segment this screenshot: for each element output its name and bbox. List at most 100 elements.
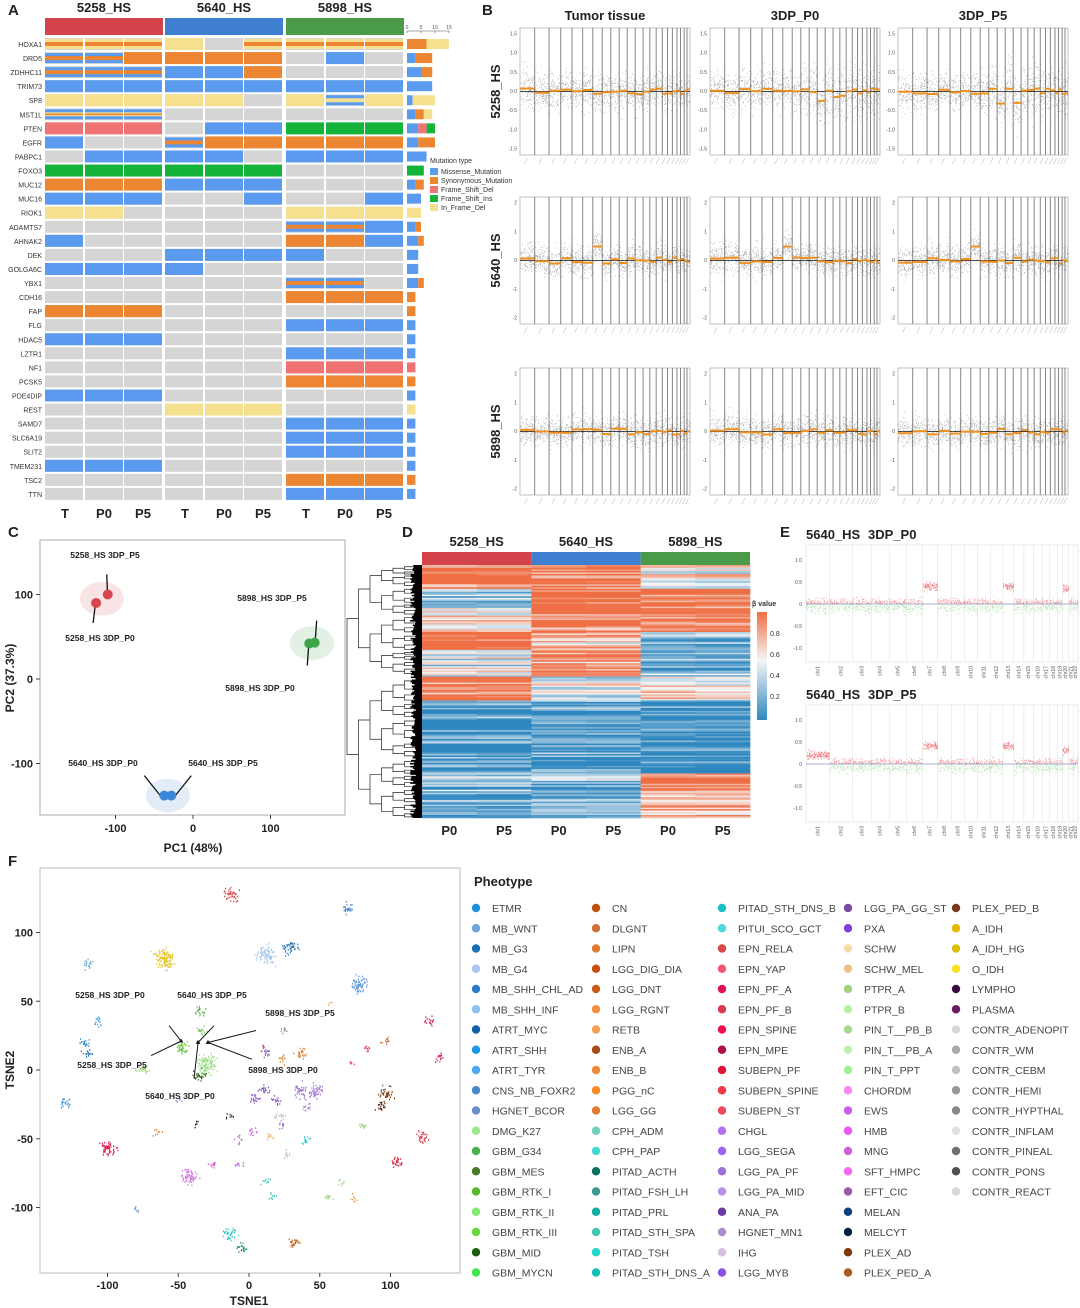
heatmap-cell <box>476 597 532 600</box>
heatmap-cell <box>695 626 751 628</box>
chromosome-tick-label <box>753 497 757 505</box>
heatmap-cell <box>640 713 696 716</box>
cn-plot: 210-1-2 <box>513 367 691 505</box>
heatmap-cell <box>586 611 641 613</box>
point-label: 5258_HS 3DP_P5 <box>70 550 140 560</box>
heatmap-cell <box>422 701 477 704</box>
heatmap-cell <box>422 661 477 664</box>
mutation-mark <box>85 164 123 177</box>
heatmap-cell <box>695 667 751 670</box>
mutation-mark <box>326 291 364 304</box>
heatmap-cell <box>695 759 751 762</box>
mutation-cell <box>205 206 243 219</box>
heatmap-cell <box>531 621 587 624</box>
heatmap-cell <box>695 609 751 612</box>
legend-swatch <box>717 903 727 913</box>
tsne-cluster <box>301 1136 311 1145</box>
heatmap-cell <box>476 698 532 701</box>
heatmap-cell <box>695 734 751 737</box>
heatmap-cell <box>531 803 587 805</box>
heatmap-cell <box>695 806 751 808</box>
heatmap-cell <box>695 642 751 645</box>
heatmap-cell <box>476 584 532 587</box>
mutation-count-bar <box>423 109 433 120</box>
mutation-cell <box>165 417 203 430</box>
chromosome-label: chr18 <box>1051 826 1057 839</box>
heatmap-cell <box>695 810 751 813</box>
heatmap-cell <box>586 719 641 722</box>
mutation-cell <box>124 487 162 500</box>
mutation-mark <box>165 140 203 145</box>
group-color-bar <box>45 18 163 35</box>
heatmap-cell <box>586 703 641 706</box>
mutation-mark <box>165 164 203 177</box>
heatmap-cell <box>586 567 641 570</box>
heatmap-cell <box>476 570 532 573</box>
chromosome-tick-label <box>972 157 976 165</box>
heatmap-cell <box>586 710 641 713</box>
heatmap-cell <box>586 791 641 793</box>
heatmap-cell <box>695 660 751 663</box>
chromosome-tick-label <box>611 497 616 505</box>
heatmap-cell <box>586 572 641 575</box>
heatmap-cell <box>640 725 696 728</box>
heatmap-cell <box>640 700 696 703</box>
tsne-cluster <box>274 1113 286 1122</box>
heatmap-cell <box>640 701 696 704</box>
heatmap-cell <box>422 664 477 667</box>
heatmap-cell <box>640 661 696 664</box>
heatmap-cell <box>640 794 696 796</box>
heatmap-cell <box>695 682 751 685</box>
y-tick-label: -1.0 <box>793 646 802 652</box>
heatmap-cell <box>422 585 477 588</box>
y-tick-label: 0 <box>704 429 707 435</box>
legend-label: EFT_CIC <box>864 1187 908 1199</box>
heatmap-cell <box>531 798 587 801</box>
legend-label: SCHW <box>864 944 896 956</box>
legend-label: Missense_Mutation <box>441 169 501 176</box>
heatmap-cell <box>531 734 587 737</box>
heatmap-cell <box>640 739 696 741</box>
heatmap-cell <box>531 596 587 599</box>
legend-label: CONTR_ADENOPIT <box>972 1025 1069 1037</box>
mutation-count-bar <box>407 432 416 443</box>
legend-swatch <box>717 984 727 994</box>
chromosome-label: chr7 <box>928 666 934 676</box>
heatmap-cell <box>586 626 641 628</box>
legend-swatch <box>951 984 961 994</box>
heatmap-cell <box>695 661 751 664</box>
heatmap-cell <box>695 673 751 676</box>
mutation-cell <box>326 164 364 177</box>
mutation-mark <box>365 361 403 374</box>
heatmap-cell <box>586 646 641 649</box>
heatmap-cell <box>531 691 587 694</box>
heatmap-cell <box>695 756 751 759</box>
mutation-mark <box>124 80 162 93</box>
segment-line <box>710 428 880 436</box>
color-scale-tick: 0.2 <box>770 694 780 701</box>
heatmap-cell <box>422 631 477 634</box>
mutation-mark <box>45 164 83 177</box>
gain-points <box>806 740 1079 765</box>
heatmap-cell <box>476 712 532 715</box>
heatmap-cell <box>422 716 477 719</box>
heatmap-cell <box>695 768 751 771</box>
legend-label: PLEX_PED_A <box>864 1268 931 1280</box>
gene-label: PCSK5 <box>19 379 42 386</box>
heatmap-cell <box>586 715 641 718</box>
heatmap-cell <box>640 679 696 682</box>
heatmap-cell <box>695 797 751 799</box>
mutation-cell <box>165 206 203 219</box>
y-tick-label: 2 <box>892 372 895 378</box>
mutation-mark <box>124 113 162 116</box>
chromosome-label: chr11 <box>981 826 987 838</box>
heatmap-cell <box>531 664 587 667</box>
tsne-cluster <box>288 1238 301 1248</box>
heatmap-cell <box>531 783 587 786</box>
heatmap-cell <box>422 628 477 631</box>
heatmap-cell <box>531 685 587 688</box>
heatmap-cell <box>476 582 532 585</box>
heatmap-cell <box>640 785 696 788</box>
heatmap-cell <box>586 667 641 670</box>
